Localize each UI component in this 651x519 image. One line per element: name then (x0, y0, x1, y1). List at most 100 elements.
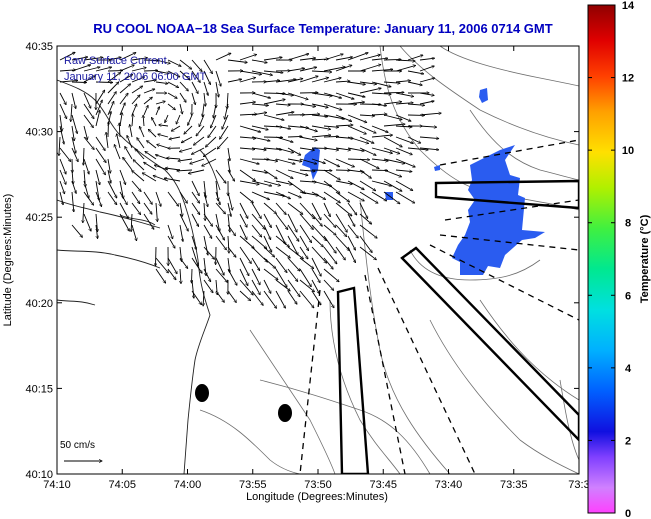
current-vector (251, 147, 266, 150)
x-tick-label: 73:55 (239, 479, 267, 491)
current-vector (71, 191, 74, 212)
current-vector (71, 180, 76, 194)
current-vector (143, 97, 152, 105)
current-vector (335, 57, 353, 61)
current-vector (142, 173, 157, 182)
current-vector (335, 180, 352, 184)
current-vector (251, 246, 268, 262)
current-vector (275, 158, 295, 164)
current-vector (359, 81, 377, 84)
current-vector (95, 82, 113, 83)
current-vector (159, 125, 169, 126)
current-vector (275, 169, 293, 179)
current-vector (299, 235, 309, 251)
current-vector (335, 213, 347, 232)
current-vector (71, 147, 78, 162)
current-vector (227, 290, 236, 303)
current-vector (59, 147, 71, 162)
current-vector (251, 59, 267, 63)
current-vector (251, 279, 260, 295)
current-vector (203, 70, 211, 85)
current-vector (71, 92, 76, 109)
current-vector (179, 103, 182, 114)
current-vector (371, 191, 387, 201)
current-vector (299, 125, 317, 131)
current-vector (371, 81, 391, 87)
current-vector (347, 159, 370, 160)
current-vector (179, 147, 193, 152)
current-vector (287, 224, 299, 241)
current-vector (95, 67, 112, 72)
current-vector (347, 235, 356, 250)
current-vector (359, 115, 375, 116)
y-tick-label: 40:30 (25, 127, 53, 139)
current-vector (215, 191, 220, 205)
current-vector (167, 92, 177, 98)
current-vector (299, 147, 315, 150)
current-vector (275, 147, 294, 153)
x-tick-label: 73:35 (500, 479, 528, 491)
current-vector (202, 158, 217, 166)
current-vector (107, 82, 119, 94)
current-vector (239, 102, 256, 105)
current-vector (299, 290, 314, 308)
current-vector (239, 180, 259, 184)
current-vector (143, 80, 157, 83)
current-vector (158, 134, 169, 138)
current-vector (263, 290, 277, 308)
current-vector (208, 125, 217, 138)
current-vector (239, 78, 256, 83)
current-vector (347, 169, 364, 172)
current-vector (119, 53, 136, 61)
current-vector (215, 70, 221, 86)
current-vector (311, 180, 332, 186)
legend-line-1: Raw Surface Current (64, 55, 167, 67)
current-vector (275, 235, 290, 247)
current-vector (287, 68, 305, 72)
x-tick-label: 74:05 (108, 479, 136, 491)
current-vector (107, 191, 117, 205)
current-vector (251, 136, 270, 141)
current-vector (155, 268, 166, 283)
current-vector (95, 110, 100, 127)
current-vector (167, 103, 175, 110)
current-vector (263, 202, 276, 214)
current-vector (196, 125, 205, 136)
current-vector (95, 180, 99, 200)
current-vector (263, 57, 282, 61)
current-vector (395, 126, 412, 127)
current-vector (59, 70, 76, 71)
x-tick-label: 73:45 (369, 479, 397, 491)
current-vector (239, 54, 257, 61)
current-vector (395, 81, 411, 82)
current-vector (59, 80, 78, 83)
current-vector (71, 125, 74, 141)
current-vector (239, 213, 247, 227)
current-vector (155, 101, 165, 105)
current-vector (227, 268, 237, 285)
current-vector (83, 76, 96, 83)
current-vector (347, 125, 366, 134)
current-vector (125, 146, 133, 160)
current-vector (239, 137, 256, 138)
current-vector (251, 103, 269, 106)
current-vector (395, 147, 412, 155)
current-vector (59, 158, 66, 174)
current-vector (171, 125, 181, 131)
current-vector (131, 68, 146, 72)
current-vector (335, 147, 351, 150)
current-vector (203, 147, 217, 157)
current-vector (83, 180, 89, 198)
current-vector (131, 213, 132, 232)
current-vector (263, 137, 283, 138)
current-vector (251, 113, 267, 116)
current-vector (215, 268, 228, 282)
current-vector (323, 114, 345, 119)
current-vector (311, 103, 328, 108)
current-vector (119, 169, 126, 185)
current-vector (167, 257, 177, 274)
current-vector (95, 213, 98, 232)
current-vector (287, 290, 297, 304)
current-vector (263, 70, 283, 73)
current-vector (299, 136, 317, 140)
